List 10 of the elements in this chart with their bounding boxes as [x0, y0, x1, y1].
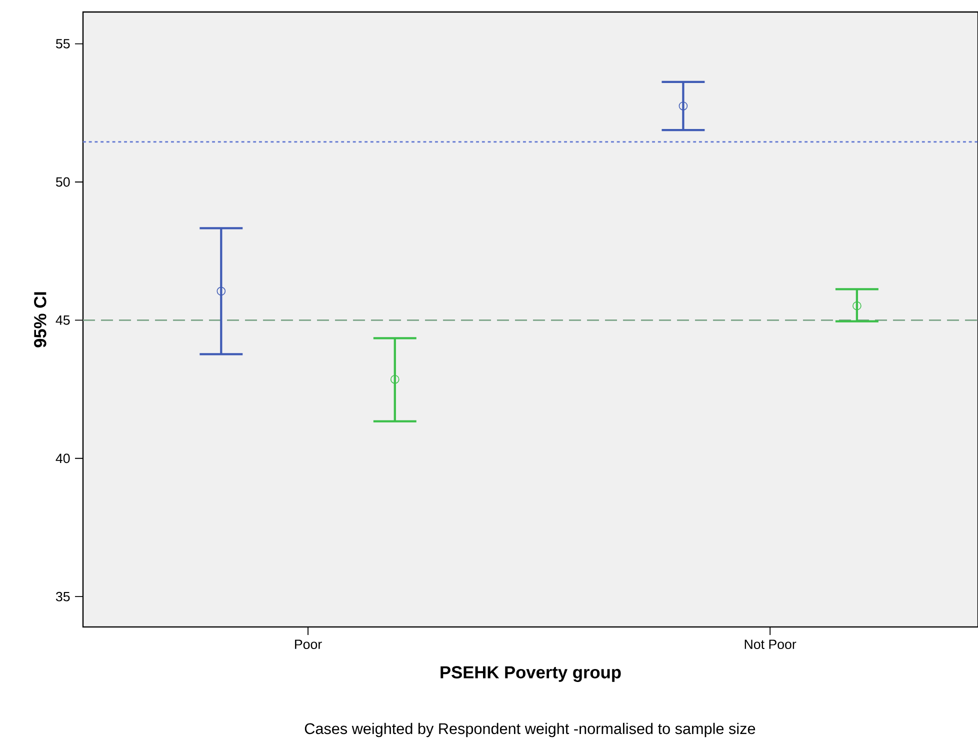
y-axis-title: 95% CI	[34, 292, 46, 348]
y-tick-label: 50	[56, 177, 70, 187]
x-axis-title: PSEHK Poverty group	[440, 666, 621, 682]
y-tick-label: 45	[56, 316, 70, 325]
y-tick-label: 55	[56, 39, 70, 48]
text: Cases weighted by Respondent weight -normalised to sample size	[304, 722, 756, 738]
x-tick-label: Not Poor	[744, 640, 796, 650]
y-tick-label: 35	[56, 592, 70, 602]
y-tick-label: 40	[56, 454, 70, 464]
x-tick-label: Poor	[295, 640, 322, 650]
